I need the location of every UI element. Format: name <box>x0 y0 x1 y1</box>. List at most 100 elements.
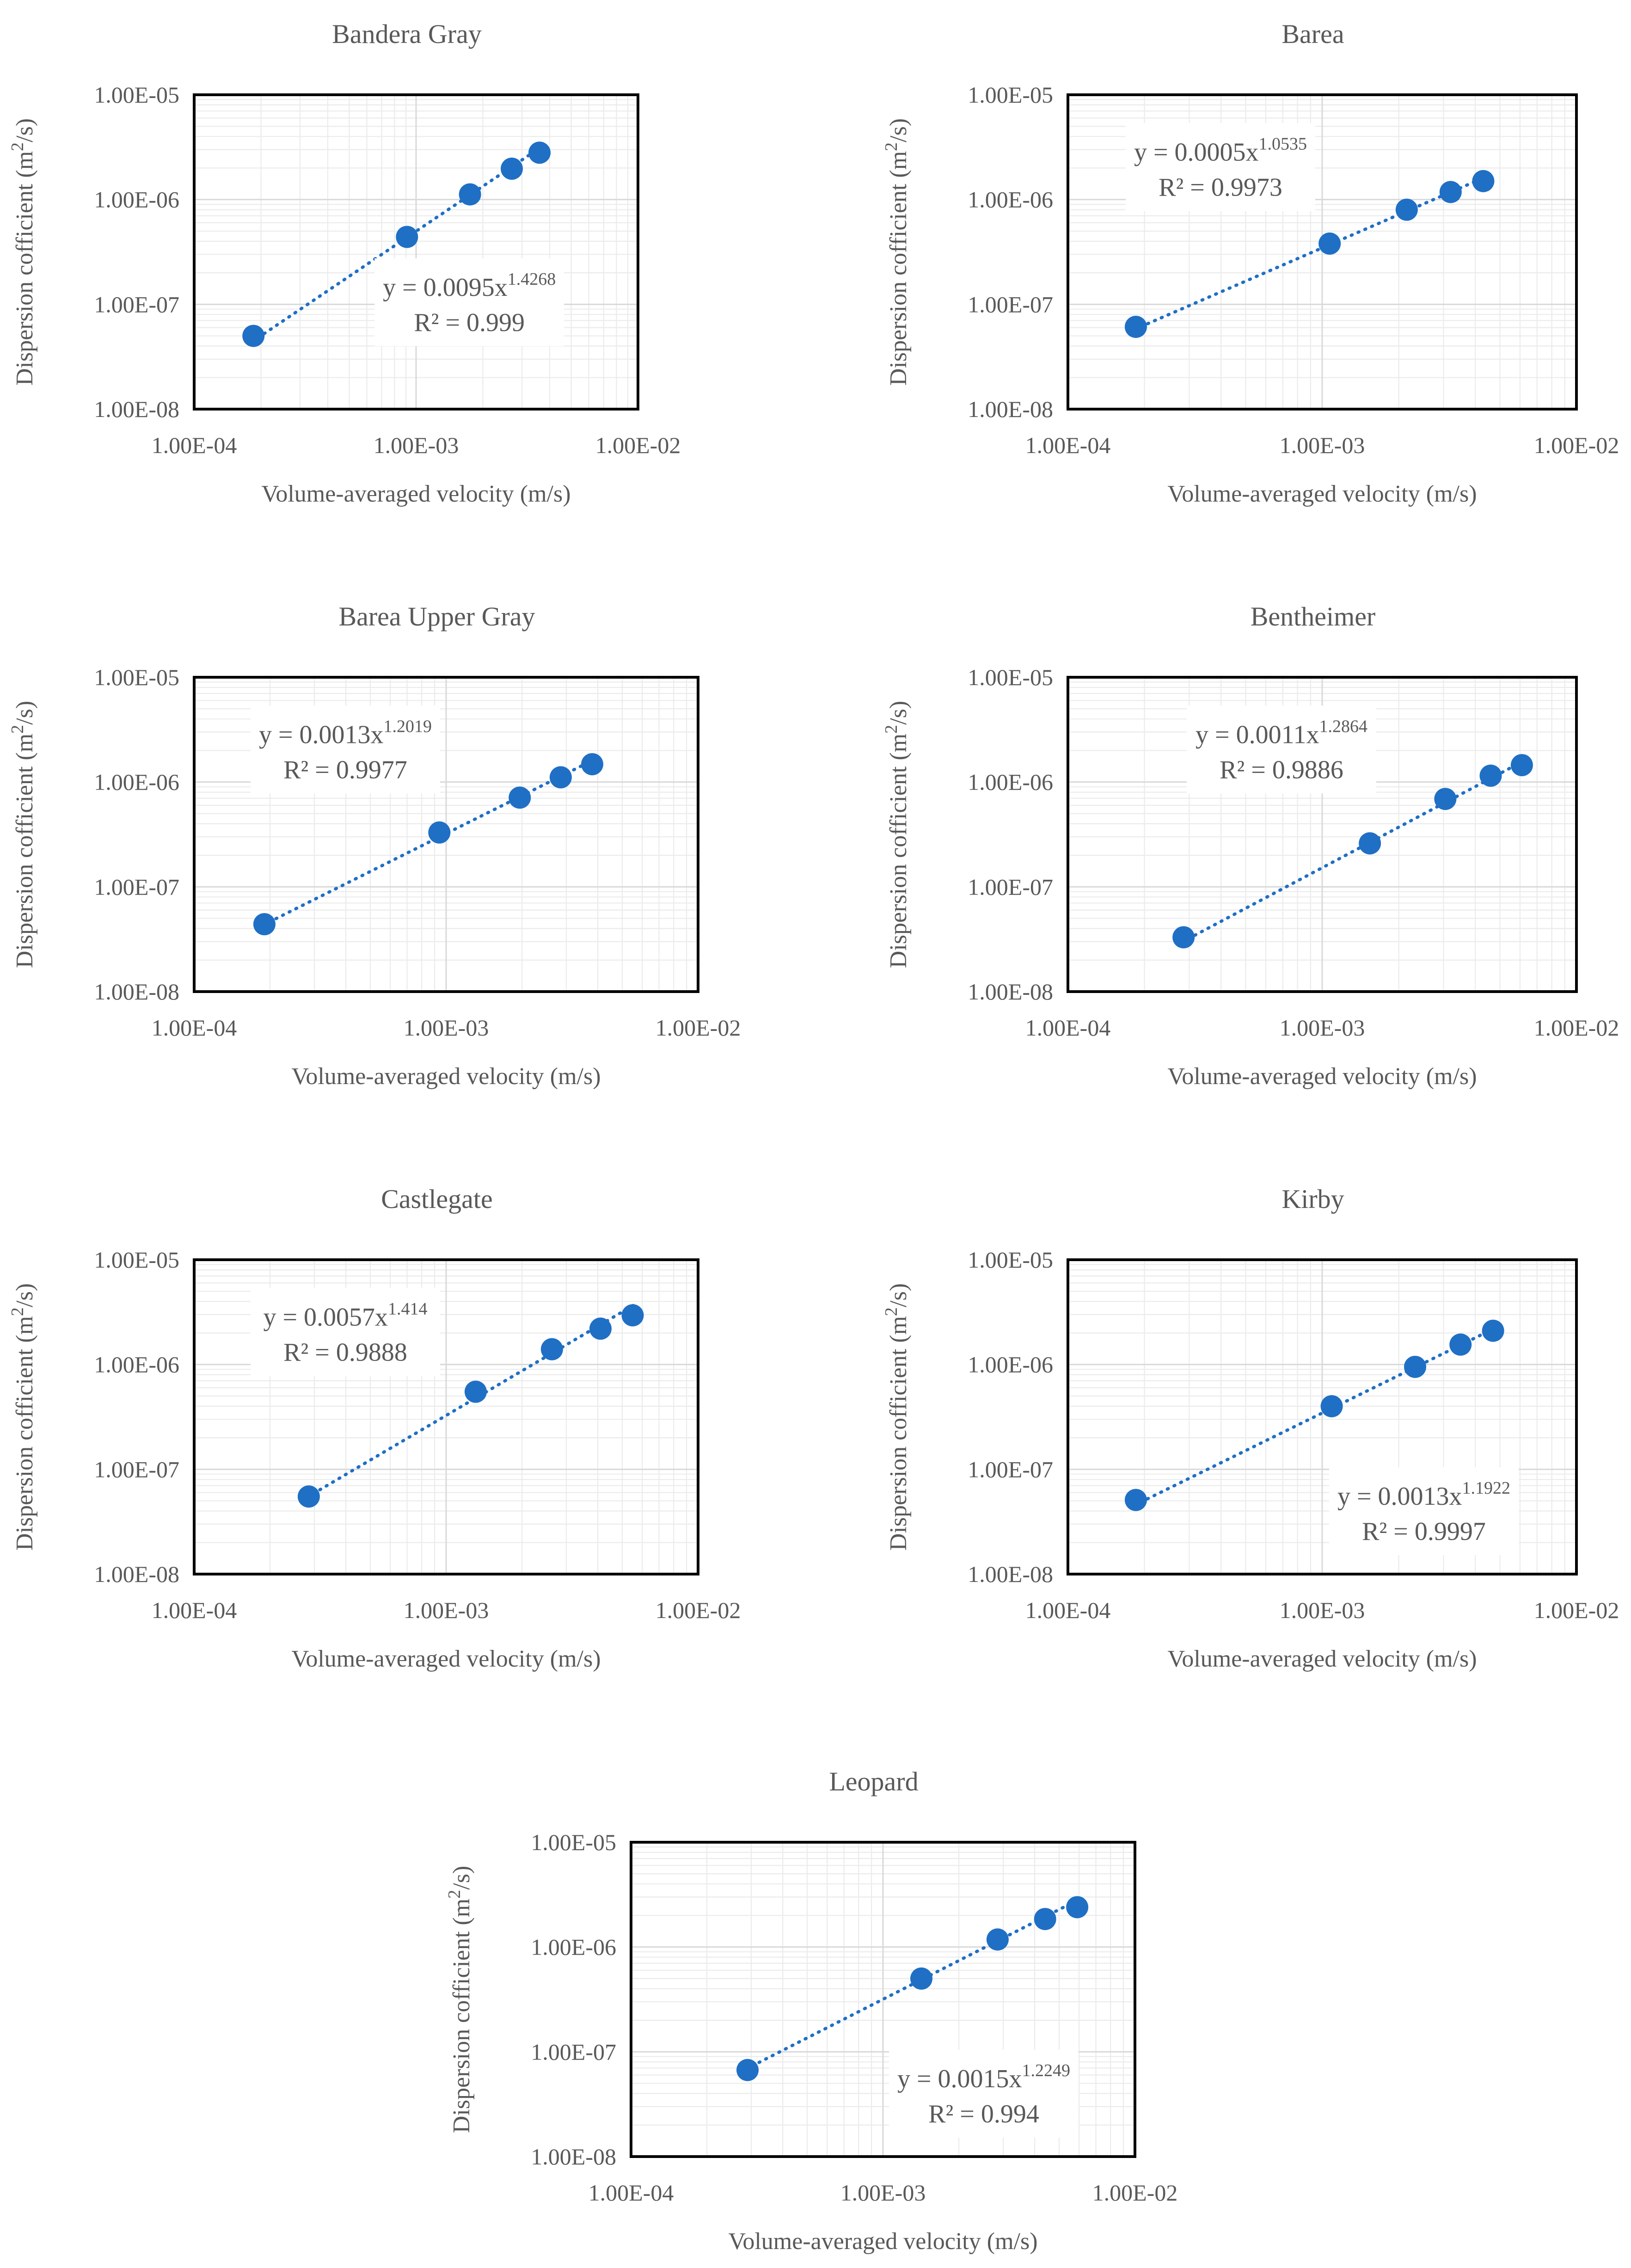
y-tick-label: 1.00E-08 <box>94 396 179 422</box>
data-point <box>253 913 276 936</box>
chart-title: Kirby <box>1282 1184 1344 1214</box>
chart-panel-4: y = 0.0011x1.2864 R² = 0.9886 Bentheimer 1.… <box>882 601 1619 1090</box>
r-squared: R² = 0.9886 <box>1220 755 1343 784</box>
x-tick-label: 1.00E-03 <box>1280 432 1365 458</box>
chart-panel-6: y = 0.0013x1.1922 R² = 0.9997 Kirby 1.00E-0… <box>882 1184 1619 1672</box>
y-axis-label-main: Dispersion cofficient <box>885 1343 912 1551</box>
r-squared: R² = 0.999 <box>414 308 525 337</box>
y-axis-label-end: /s) <box>12 118 38 142</box>
trendline-equation: y = 0.0095x1.4268 <box>383 270 556 302</box>
data-point <box>1318 232 1341 255</box>
y-axis-label: Dispersion cofficient (m2/s) <box>8 1283 38 1551</box>
y-tick-label: 1.00E-07 <box>94 1456 179 1482</box>
trendline-equation-main: y = 0.0013x <box>1337 1482 1462 1511</box>
trendline-equation-exponent: 1.4268 <box>508 270 556 289</box>
data-point <box>986 1928 1009 1951</box>
data-point <box>1479 764 1502 787</box>
trendline-equation-main: y = 0.0095x <box>383 273 508 302</box>
gridlines <box>194 95 638 409</box>
data-point <box>910 1967 932 1990</box>
r-squared: R² = 0.9888 <box>283 1338 407 1367</box>
plot-area-frame <box>1067 676 1578 993</box>
data-point <box>242 325 265 347</box>
data-point <box>589 1318 612 1340</box>
trendline <box>1180 759 1525 944</box>
trendline <box>1132 175 1487 331</box>
trendline-equation-main: y = 0.0013x <box>259 720 384 749</box>
trendline-equation: y = 0.0015x1.2249 <box>897 2061 1070 2093</box>
x-tick-label: 1.00E-04 <box>589 2180 674 2206</box>
x-tick-label: 1.00E-04 <box>152 432 237 458</box>
data-point <box>1510 754 1533 777</box>
y-tick-label: 1.00E-05 <box>968 664 1053 690</box>
equation-box <box>251 1288 440 1376</box>
equation-box <box>251 705 440 794</box>
data-point <box>1434 788 1457 810</box>
y-tick-label: 1.00E-08 <box>94 1561 179 1587</box>
data-point <box>1172 926 1195 949</box>
chart-panel-7: y = 0.0015x1.2249 R² = 0.994 Leopard 1.00E-… <box>445 1766 1177 2255</box>
trendline-equation-main: y = 0.0011x <box>1196 720 1319 749</box>
trendline-equation: y = 0.0057x1.414 <box>263 1299 427 1331</box>
trendline-equation: y = 0.0013x1.2019 <box>259 717 432 749</box>
y-tick-label: 1.00E-06 <box>968 1352 1053 1378</box>
equation-box <box>1126 123 1315 211</box>
trendline-equation-exponent: 1.414 <box>388 1299 428 1318</box>
plot-area-frame <box>1067 1258 1578 1575</box>
y-tick-label: 1.00E-05 <box>94 82 179 108</box>
trendline-equation-exponent: 1.2019 <box>384 717 432 736</box>
data-point <box>581 753 603 776</box>
y-axis-label-exponent: 2 <box>445 1890 464 1899</box>
x-tick-label: 1.00E-03 <box>404 1597 489 1623</box>
x-axis-label: Volume-averaged velocity (m/s) <box>261 481 570 507</box>
trendline <box>1132 1326 1496 1507</box>
x-axis-label: Volume-averaged velocity (m/s) <box>1167 1646 1477 1672</box>
data-point <box>1395 198 1418 221</box>
y-axis-label-exponent: 2 <box>882 725 901 734</box>
y-tick-label: 1.00E-07 <box>968 1456 1053 1482</box>
gridlines <box>631 1842 1135 2157</box>
y-tick-label: 1.00E-07 <box>968 874 1053 900</box>
x-tick-label: 1.00E-03 <box>1280 1597 1365 1623</box>
trendline-equation-exponent: 1.2249 <box>1022 2061 1071 2080</box>
plot-area-frame <box>193 676 699 993</box>
y-axis-label-main: Dispersion cofficient <box>12 760 38 968</box>
data-point <box>297 1485 320 1508</box>
trendline-equation-main: y = 0.0015x <box>897 2065 1022 2093</box>
y-axis-label-end: /s) <box>12 701 38 725</box>
trendline-equation: y = 0.0011x1.2864 <box>1196 717 1367 749</box>
y-tick-label: 1.00E-06 <box>94 187 179 213</box>
y-axis-label-exponent: 2 <box>882 142 901 151</box>
x-tick-label: 1.00E-04 <box>1025 1597 1111 1623</box>
r-squared: R² = 0.9977 <box>283 755 407 784</box>
data-point <box>1472 170 1495 192</box>
chart-title: Castlegate <box>381 1184 493 1214</box>
data-point <box>1482 1319 1504 1342</box>
y-axis-label-end: /s) <box>12 1283 38 1307</box>
x-tick-label: 1.00E-02 <box>595 432 681 458</box>
y-axis-label-main: Dispersion cofficient <box>12 1343 38 1551</box>
plot-area-frame <box>193 1258 699 1575</box>
y-axis-label-unit: (m <box>885 734 912 760</box>
data-point <box>736 2059 759 2081</box>
x-tick-label: 1.00E-02 <box>1534 1597 1619 1623</box>
y-tick-label: 1.00E-08 <box>94 979 179 1005</box>
data-point <box>1124 315 1147 338</box>
y-axis-label-end: /s) <box>448 1866 475 1890</box>
chart-title: Bandera Gray <box>332 19 482 49</box>
y-tick-label: 1.00E-06 <box>531 1934 616 1960</box>
y-tick-label: 1.00E-07 <box>531 2039 616 2065</box>
y-tick-label: 1.00E-05 <box>968 1247 1053 1273</box>
chart-title: Leopard <box>829 1766 918 1796</box>
trendline <box>261 758 596 927</box>
equation-box <box>889 2050 1079 2138</box>
trendline-equation-exponent: 1.2864 <box>1319 717 1368 736</box>
y-axis-label: Dispersion cofficient (m2/s) <box>882 701 912 968</box>
x-tick-label: 1.00E-02 <box>1534 432 1619 458</box>
plot-area-frame <box>630 1841 1136 2158</box>
y-axis-label-end: /s) <box>885 1283 912 1307</box>
x-tick-label: 1.00E-03 <box>374 432 459 458</box>
y-tick-label: 1.00E-08 <box>968 979 1053 1005</box>
data-point <box>501 157 523 180</box>
y-axis-label: Dispersion cofficient (m2/s) <box>445 1866 475 2133</box>
